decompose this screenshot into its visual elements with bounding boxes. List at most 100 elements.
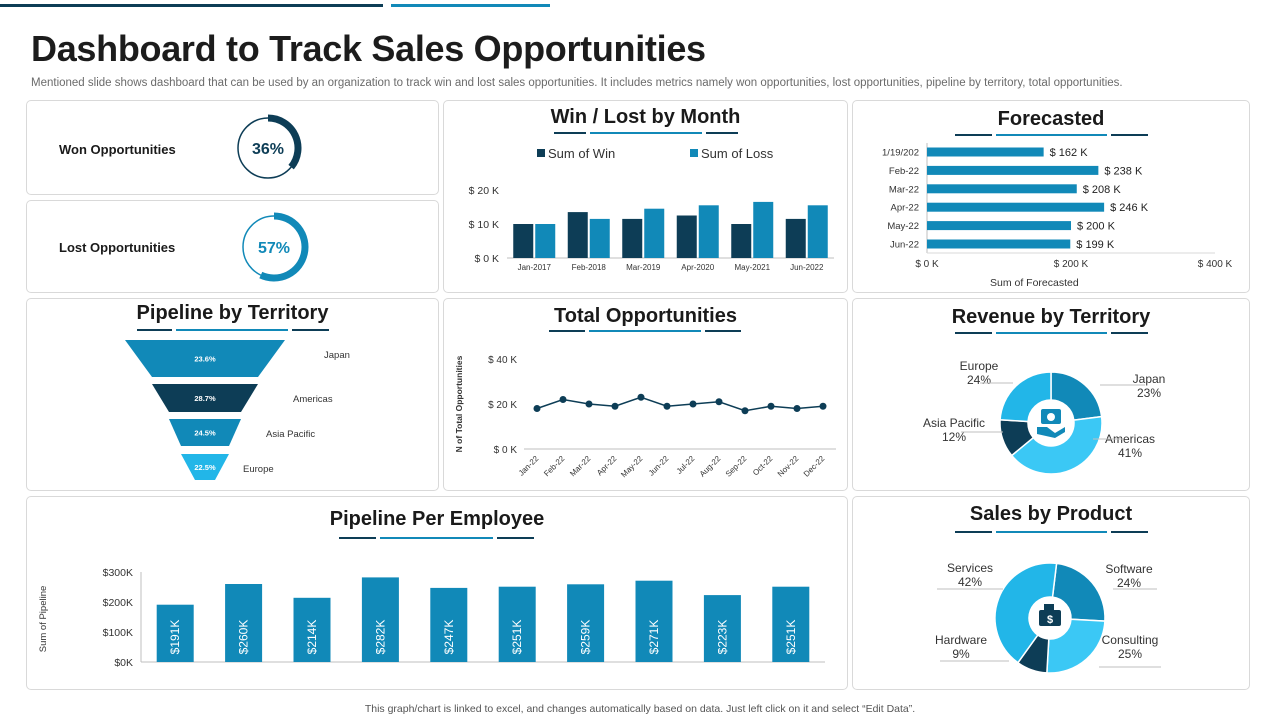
employee-bar-label: $251K bbox=[784, 620, 798, 655]
y-tick-label: $ 0 K bbox=[474, 253, 499, 265]
x-tick-label: $ 400 K bbox=[1198, 259, 1233, 270]
revenue-territory-title: Revenue by Territory bbox=[951, 306, 1151, 328]
y-tick-label: $0K bbox=[114, 657, 133, 669]
funnel-segment bbox=[169, 419, 241, 446]
employee-bar-label: $271K bbox=[647, 620, 661, 655]
data-point bbox=[793, 405, 801, 412]
total-opportunities-title: Total Opportunities bbox=[554, 305, 737, 327]
win-bar bbox=[622, 218, 643, 258]
data-point bbox=[559, 396, 567, 403]
win-bar bbox=[731, 224, 752, 258]
y-tick-label: Jun-22 bbox=[890, 240, 919, 251]
employee-bar-label: $223K bbox=[715, 620, 729, 655]
forecast-value-label: $ 162 K bbox=[1050, 147, 1089, 159]
funnel-territory-label: Asia Pacific bbox=[266, 429, 315, 440]
y-tick-label: Mar-22 bbox=[889, 184, 919, 195]
pipeline-territory-funnel: 23.6% Japan 28.7% Americas 24.5% Asia Pacific… bbox=[125, 340, 350, 480]
title-underline bbox=[497, 537, 534, 539]
title-underline bbox=[955, 134, 992, 136]
title-underline bbox=[176, 329, 288, 331]
employee-bar bbox=[293, 597, 331, 662]
legend-swatch-loss bbox=[690, 149, 698, 157]
y-tick-label: $ 20 K bbox=[488, 400, 517, 411]
data-point bbox=[533, 405, 541, 412]
lost-opportunities-ring: 57% bbox=[242, 212, 309, 282]
donut-percent-label: 23% bbox=[1137, 386, 1161, 400]
page-title: Dashboard to Track Sales Opportunities bbox=[31, 28, 706, 69]
x-tick-label: Oct-22 bbox=[751, 454, 775, 478]
y-tick-label: $ 40 K bbox=[488, 355, 517, 366]
won-opportunities-value: 36% bbox=[252, 141, 284, 158]
title-underline bbox=[996, 332, 1107, 334]
win-bar bbox=[785, 218, 806, 258]
page-subtitle: Mentioned slide shows dashboard that can… bbox=[31, 77, 1123, 89]
total-opportunities-panel: Total Opportunities $ 0 K $ 20 K $ 40 K N o… bbox=[443, 298, 848, 491]
funnel-percent-label: 28.7% bbox=[194, 394, 216, 403]
employee-bar-label: $282K bbox=[373, 620, 387, 655]
donut-percent-label: 41% bbox=[1118, 446, 1142, 460]
y-tick-label: $100K bbox=[103, 627, 133, 639]
product-dollar-sign: $ bbox=[1047, 614, 1053, 626]
employee-bar bbox=[567, 584, 605, 662]
x-tick-label: Feb-22 bbox=[542, 454, 567, 479]
revenue-territory-panel: Revenue by Territory Japan 23% Americas 41%… bbox=[852, 298, 1250, 491]
title-underline bbox=[549, 330, 585, 332]
product-box-icon bbox=[1039, 610, 1061, 626]
title-underline bbox=[1111, 332, 1148, 334]
title-underline bbox=[554, 132, 586, 134]
employee-bar-label: $247K bbox=[442, 620, 456, 655]
win-bar bbox=[676, 215, 697, 258]
title-underline bbox=[955, 531, 992, 533]
donut-percent-label: 9% bbox=[952, 647, 970, 661]
forecast-value-label: $ 246 K bbox=[1110, 202, 1149, 214]
funnel-segment bbox=[152, 384, 258, 412]
donut-percent-label: 42% bbox=[958, 575, 982, 589]
won-ring-arc bbox=[267, 114, 302, 170]
x-axis-title: Sum of Forecasted bbox=[990, 277, 1079, 289]
employee-bar bbox=[635, 580, 673, 662]
title-underline bbox=[292, 329, 329, 331]
donut-slice bbox=[1010, 415, 1103, 475]
funnel-territory-label: Japan bbox=[324, 350, 350, 361]
employee-bar-label: $191K bbox=[168, 620, 182, 655]
forecast-bar bbox=[927, 202, 1105, 212]
lost-opportunities-value: 57% bbox=[258, 240, 290, 257]
pipeline-employee-chart: $0K $100K $200K $300K Sum of Pipeline $191K $2… bbox=[38, 567, 825, 669]
x-tick-label: $ 200 K bbox=[1054, 259, 1089, 270]
top-accent-line-teal bbox=[391, 4, 550, 7]
donut-percent-label: 24% bbox=[1117, 576, 1141, 590]
x-tick-label: Jan-2017 bbox=[518, 263, 552, 272]
funnel-segment bbox=[181, 454, 229, 480]
y-tick-label: Feb-22 bbox=[889, 166, 919, 177]
forecast-bar bbox=[927, 221, 1071, 231]
funnel-percent-label: 23.6% bbox=[194, 355, 216, 364]
employee-bar bbox=[703, 595, 741, 662]
donut-slice bbox=[1046, 618, 1106, 674]
funnel-territory-label: Europe bbox=[243, 464, 274, 475]
y-tick-label: $200K bbox=[103, 597, 133, 609]
forecasted-chart: 1/19/202 $ 162 K Feb-22 $ 238 K Mar-22 $ 208 … bbox=[882, 143, 1233, 289]
x-tick-label: Jun-22 bbox=[647, 454, 671, 478]
funnel-percent-label: 22.5% bbox=[194, 463, 216, 472]
loss-bar bbox=[698, 205, 719, 258]
donut-category-label: Hardware bbox=[935, 633, 987, 647]
win-bar bbox=[513, 224, 534, 258]
x-tick-label: May-2021 bbox=[734, 263, 770, 272]
y-tick-label: $ 10 K bbox=[469, 219, 499, 231]
forecast-value-label: $ 238 K bbox=[1104, 165, 1143, 177]
funnel-territory-label: Americas bbox=[293, 394, 333, 405]
x-tick-label: Nov-22 bbox=[776, 454, 801, 479]
title-underline bbox=[589, 330, 701, 332]
data-point bbox=[637, 393, 645, 401]
title-underline bbox=[1111, 531, 1148, 533]
won-opportunities-ring: 36% bbox=[237, 114, 302, 179]
legend-label-loss: Sum of Loss bbox=[701, 146, 774, 161]
lost-opportunities-label: Lost Opportunities bbox=[59, 240, 176, 255]
forecast-bar bbox=[927, 239, 1071, 249]
x-tick-label: Jul-22 bbox=[675, 454, 697, 476]
forecast-value-label: $ 199 K bbox=[1076, 239, 1115, 251]
pipeline-employee-panel: Pipeline Per Employee $0K $100K $200K $300K… bbox=[26, 496, 848, 690]
won-opportunities-card: Won Opportunities 36% bbox=[26, 100, 439, 195]
pipeline-territory-title: Pipeline by Territory bbox=[136, 302, 329, 324]
